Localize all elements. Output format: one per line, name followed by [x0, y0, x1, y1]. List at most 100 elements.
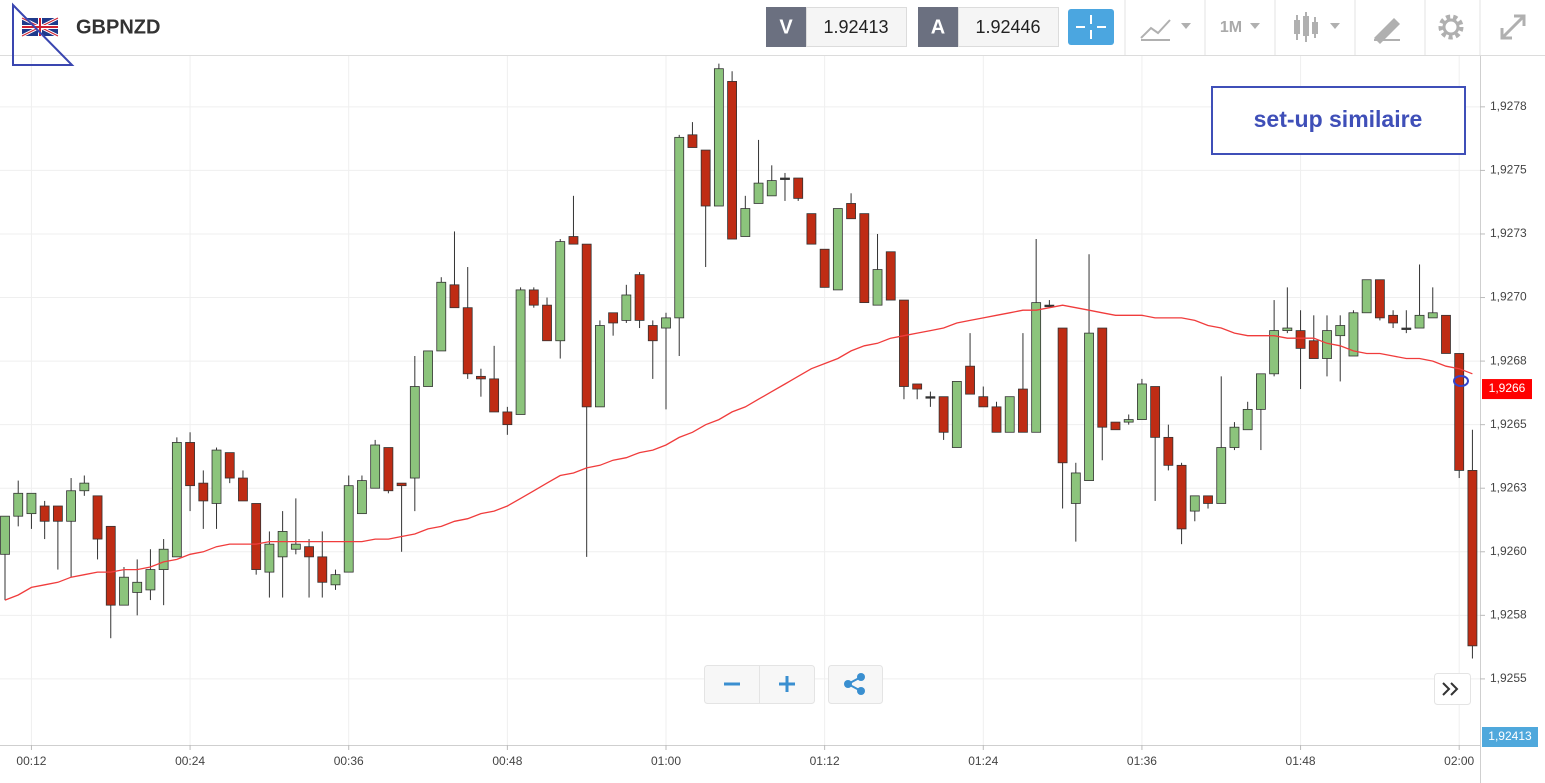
candle-body — [317, 556, 328, 583]
candle-body — [912, 383, 923, 390]
candle-body — [885, 251, 896, 301]
candle-body — [1123, 419, 1134, 423]
ask-value: 1.92446 — [975, 17, 1040, 37]
candle-body — [1189, 495, 1200, 512]
candle-body — [198, 482, 209, 502]
candle-body — [753, 182, 764, 204]
candle-body — [26, 492, 37, 515]
candle-body — [449, 284, 460, 309]
y-tick-label: 1,9268 — [1490, 353, 1527, 367]
candle-body — [872, 269, 883, 306]
candle-body — [555, 241, 566, 342]
candle-body — [1441, 314, 1451, 354]
y-tick-label: 1,9273 — [1490, 226, 1527, 240]
fullscreen-button[interactable] — [1500, 14, 1526, 40]
settings-button[interactable] — [1438, 14, 1464, 40]
candle-body — [119, 576, 129, 606]
zoom-buttons[interactable] — [704, 665, 815, 704]
candle-body — [925, 396, 936, 399]
candle-body — [409, 386, 420, 479]
candles-button[interactable] — [1294, 12, 1340, 42]
candle-body — [1203, 495, 1213, 504]
candle-body — [357, 480, 367, 515]
scroll-end-button[interactable] — [1434, 673, 1471, 705]
candle-body — [1004, 396, 1015, 433]
candle-body — [846, 203, 856, 220]
bid-box[interactable]: V 1.92413 — [766, 7, 907, 47]
ask-value-bg — [958, 7, 1059, 47]
candle-body — [608, 312, 619, 324]
candle-body — [542, 304, 552, 342]
chart-type-button[interactable] — [1140, 19, 1191, 41]
crosshair-button[interactable] — [1068, 9, 1114, 45]
toolbar-separators — [1124, 0, 1481, 55]
candle-body — [1388, 314, 1398, 324]
y-tick-label: 1,9275 — [1490, 163, 1527, 177]
candle-body — [700, 149, 711, 207]
candle-body — [502, 411, 513, 426]
bid-value-bg — [806, 7, 907, 47]
candle-body — [859, 213, 870, 304]
bid-label-bg — [766, 7, 806, 47]
candle-body — [1295, 330, 1306, 349]
candle-body — [634, 274, 645, 321]
candle-body — [171, 442, 182, 558]
y-tick-label: 1,9258 — [1490, 608, 1527, 622]
candle-body — [423, 350, 433, 387]
marker-circle — [1453, 375, 1469, 387]
candle-body — [1163, 436, 1174, 466]
candle-body — [343, 485, 354, 573]
candle-body — [238, 477, 248, 502]
candle-body — [581, 243, 592, 408]
candle-body — [224, 452, 235, 479]
timeframe[interactable]: 1M — [1220, 19, 1242, 36]
candle-body — [304, 546, 314, 558]
x-tick-label: 00:36 — [334, 754, 364, 768]
candle-body — [1031, 302, 1042, 433]
candle-body — [713, 68, 724, 207]
share-button[interactable] — [828, 665, 883, 704]
y-tick-label: 1,9278 — [1490, 99, 1527, 113]
candle-body — [1242, 408, 1253, 431]
draw-button[interactable] — [1374, 18, 1400, 44]
candle-body — [780, 177, 790, 180]
candle-body — [687, 134, 698, 148]
candle-body — [105, 525, 116, 606]
candle-body — [515, 289, 526, 415]
bid-letter: V — [779, 16, 793, 38]
candle-body — [1216, 447, 1227, 504]
candle-body — [1110, 421, 1121, 431]
candle-body — [1044, 304, 1055, 308]
candle-body — [568, 236, 579, 245]
candle-body — [1018, 388, 1028, 433]
candle-body — [462, 307, 473, 375]
candle-body — [766, 180, 777, 197]
candle-body — [674, 136, 685, 319]
timeframe-caret — [1250, 23, 1260, 29]
annotation-box — [1211, 86, 1466, 155]
y-tick-label: 1,9260 — [1490, 544, 1527, 558]
candle-body — [383, 447, 394, 492]
candle-body — [1137, 383, 1147, 420]
candle-body — [79, 482, 90, 492]
candle-body — [1361, 279, 1372, 314]
candle-body — [1454, 353, 1465, 471]
candle-body — [1335, 325, 1346, 337]
candle-body — [1150, 386, 1161, 438]
candle-body — [1282, 327, 1293, 331]
candle-body — [185, 442, 195, 487]
candle-body — [396, 482, 407, 487]
plot-area: 1,9278 1,9275 1,9273 1,9270 1,9268 1,9265 1,92… — [0, 56, 1532, 783]
toolbar: GBPNZD V 1.92413 A 1.92446 1M — [0, 0, 1545, 66]
ask-box[interactable]: A 1.92446 — [918, 7, 1059, 47]
candle-body — [92, 495, 103, 540]
candle-body — [740, 208, 751, 237]
y-tick-label: 1,9263 — [1490, 480, 1527, 494]
x-tick-label: 00:12 — [16, 754, 46, 768]
bid-tag-bg — [1482, 727, 1538, 747]
candle-body — [1467, 470, 1478, 647]
candle-body — [1269, 330, 1280, 375]
candle-body — [661, 317, 671, 329]
